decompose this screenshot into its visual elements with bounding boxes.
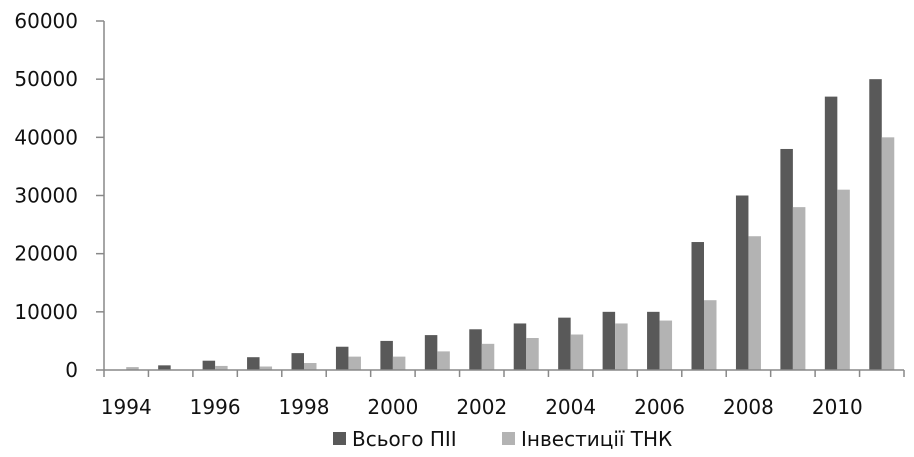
bar-series-2 xyxy=(792,207,806,370)
bar-series-2 xyxy=(526,338,539,370)
bar-series-2 xyxy=(259,366,273,370)
bars xyxy=(126,79,895,371)
bar-series-1 xyxy=(869,79,882,371)
bar-series-2 xyxy=(659,320,673,370)
bar-series-2 xyxy=(215,365,228,370)
bar-series-1 xyxy=(735,195,749,370)
x-axis-ticks: 1994 1996 1998 2000 2002 2004 2006 2008 2010 xyxy=(101,370,905,419)
bar-series-2 xyxy=(615,323,628,370)
y-tick-label: 60000 xyxy=(14,9,78,33)
bar-series-2 xyxy=(348,356,361,370)
y-tick-label: 0 xyxy=(65,358,78,382)
bar-series-1 xyxy=(247,357,260,370)
y-tick-label: 30000 xyxy=(14,184,78,208)
bar-series-2 xyxy=(392,356,406,370)
bar-series-1 xyxy=(558,317,571,370)
bar-series-1 xyxy=(647,311,660,370)
bar-series-2 xyxy=(837,189,850,370)
x-tick-label: 2010 xyxy=(812,395,863,419)
bar-series-1 xyxy=(780,148,793,370)
bar-series-2 xyxy=(748,236,761,370)
bar-series-1 xyxy=(424,335,438,370)
bar-series-2 xyxy=(304,363,317,370)
bar-series-1 xyxy=(335,346,349,370)
x-tick-label: 2008 xyxy=(723,395,774,419)
bar-series-2 xyxy=(881,137,895,370)
bar-series-1 xyxy=(513,323,527,370)
legend-swatch xyxy=(333,432,346,445)
bar-series-1 xyxy=(291,353,304,370)
legend-label: Всього ПІІ xyxy=(352,427,457,451)
x-tick-label: 1998 xyxy=(279,395,330,419)
legend: Всього ПІІ Інвестиції ТНК xyxy=(333,427,672,451)
y-tick-label: 20000 xyxy=(14,242,78,266)
bar-series-1 xyxy=(602,311,616,370)
bar-series-1 xyxy=(380,340,393,370)
bar-series-2 xyxy=(704,300,717,370)
bar-series-1 xyxy=(202,360,216,370)
bar-series-2 xyxy=(570,334,584,370)
y-axis-ticks: 0 10000 20000 30000 40000 50000 60000 xyxy=(14,9,104,382)
y-tick-label: 40000 xyxy=(14,125,78,149)
x-tick-label: 2006 xyxy=(634,395,685,419)
x-tick-label: 2000 xyxy=(367,395,418,419)
x-tick-label: 1996 xyxy=(190,395,241,419)
y-tick-label: 50000 xyxy=(14,67,78,91)
x-tick-label: 2004 xyxy=(545,395,596,419)
x-tick-label: 2002 xyxy=(456,395,507,419)
bar-series-2 xyxy=(437,351,450,370)
legend-swatch xyxy=(502,432,515,445)
bar-series-2 xyxy=(126,367,139,370)
bar-series-1 xyxy=(469,329,482,370)
bar-series-1 xyxy=(158,365,171,370)
x-tick-label: 1994 xyxy=(101,395,152,419)
bar-series-1 xyxy=(824,96,838,370)
bar-series-2 xyxy=(481,343,495,370)
legend-label: Інвестиції ТНК xyxy=(521,427,672,451)
y-tick-label: 10000 xyxy=(14,300,78,324)
bar-series-1 xyxy=(691,242,704,370)
